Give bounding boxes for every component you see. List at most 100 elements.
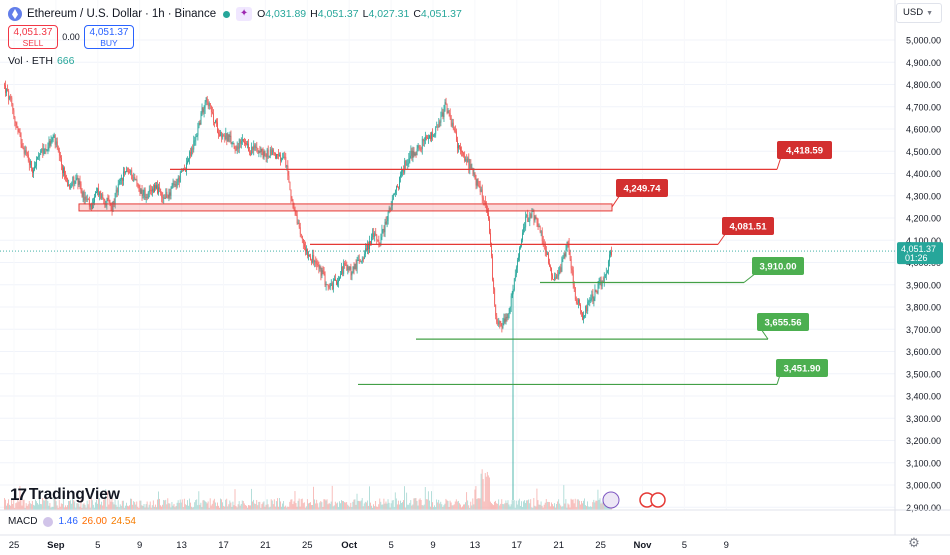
volume-bar (289, 501, 291, 510)
volume-bar (591, 506, 593, 510)
symbol-interval[interactable]: 1h (151, 8, 165, 20)
volume-bar (80, 499, 82, 510)
volume-bar (234, 489, 236, 510)
volume-bar (534, 505, 536, 510)
candle-body (225, 133, 227, 140)
candle-body (299, 227, 301, 235)
candle-body (601, 281, 603, 287)
volume-bar (14, 507, 16, 510)
candle-body (107, 197, 109, 200)
candle-body (540, 231, 542, 233)
level-label: 3,451.90 (784, 364, 821, 375)
volume-bar (91, 500, 93, 510)
candle-body (399, 177, 400, 188)
candle-body (267, 149, 269, 157)
volume-bar (326, 499, 328, 510)
candle-body (110, 203, 112, 206)
candle-body (437, 126, 439, 128)
volume-bar (475, 486, 477, 510)
candle-body (80, 183, 82, 193)
candle-body (192, 148, 194, 150)
candle-body (143, 189, 145, 195)
candle-body (584, 315, 586, 317)
volume-bar (239, 505, 241, 510)
candle-body (41, 148, 43, 151)
candle-body (222, 135, 224, 138)
volume-bar (420, 499, 422, 510)
volume-bar (567, 503, 569, 510)
macd-label[interactable]: MACD (8, 516, 38, 527)
volume-bar (187, 500, 188, 510)
candle-body (426, 136, 427, 138)
symbol-name[interactable]: Ethereum / U.S. Dollar (27, 8, 143, 20)
volume-bar (129, 505, 130, 510)
volume-bar (263, 501, 265, 510)
candle-body (373, 233, 375, 237)
volume-bar (38, 504, 39, 510)
candle-body (233, 143, 235, 147)
volume-bar (394, 492, 396, 510)
candle-body (446, 104, 448, 114)
buy-button[interactable]: 4,051.37 BUY (84, 25, 134, 49)
share-icon[interactable]: ✦ (236, 7, 253, 21)
volume-label[interactable]: Vol · ETH (8, 55, 53, 67)
volume-bar (248, 505, 249, 510)
candle-body (520, 245, 521, 249)
volume-bar (543, 504, 545, 510)
candle-body (410, 150, 412, 156)
volume-bar (371, 505, 372, 510)
volume-bar (311, 505, 312, 510)
candle-body (355, 263, 357, 270)
candle-body (246, 143, 247, 145)
ohlc-close: C4,051.37 (413, 8, 462, 20)
volume-bar (157, 499, 158, 510)
candle-body (167, 194, 169, 198)
volume-bar (97, 503, 98, 510)
candle-body (345, 264, 347, 266)
volume-bar (424, 487, 426, 510)
volume-bar (526, 500, 528, 510)
candle-body (31, 160, 32, 169)
candle-body (452, 122, 454, 129)
candle-body (470, 164, 472, 170)
volume-bar (42, 498, 44, 510)
candle-body (602, 281, 604, 283)
candle-body (430, 135, 431, 140)
volume-bar (487, 475, 489, 510)
volume-bar (117, 500, 119, 510)
candle-body (279, 154, 280, 156)
volume-bar (493, 505, 494, 510)
candle-body (58, 150, 60, 156)
candle-body (305, 247, 306, 252)
candle-body (37, 156, 39, 160)
volume-bar (6, 505, 7, 510)
candle-body (168, 192, 170, 198)
candle-body (525, 216, 527, 228)
visibility-icon[interactable] (43, 516, 54, 527)
tradingview-logo[interactable]: 17 TradingView (10, 485, 120, 505)
volume-bar (533, 498, 535, 510)
candle-body (188, 159, 190, 161)
sell-button[interactable]: 4,051.37 SELL (8, 25, 58, 49)
candle-body (99, 191, 101, 196)
y-tick-label: 4,300.00 (906, 191, 941, 201)
volume-bar (258, 501, 260, 510)
volume-bar (565, 499, 567, 510)
volume-bar (119, 504, 121, 510)
candle-body (419, 147, 421, 149)
candle-body (475, 179, 477, 186)
horizontal-levels[interactable]: 4,418.59 4,249.74 4,081.51 3,910.00 3,655.56… (78, 141, 832, 386)
volume-bar (596, 500, 598, 510)
volume-bar (92, 504, 94, 510)
candle-body (202, 107, 204, 113)
candle-body (454, 130, 456, 132)
candle-body (40, 150, 42, 155)
candle-body (285, 157, 287, 167)
candle-body (366, 248, 367, 251)
volume-bar (413, 498, 415, 510)
gear-icon[interactable]: ⚙ (908, 535, 920, 550)
volume-bar (404, 486, 405, 510)
currency-selector[interactable]: USD ▼ (896, 3, 942, 23)
